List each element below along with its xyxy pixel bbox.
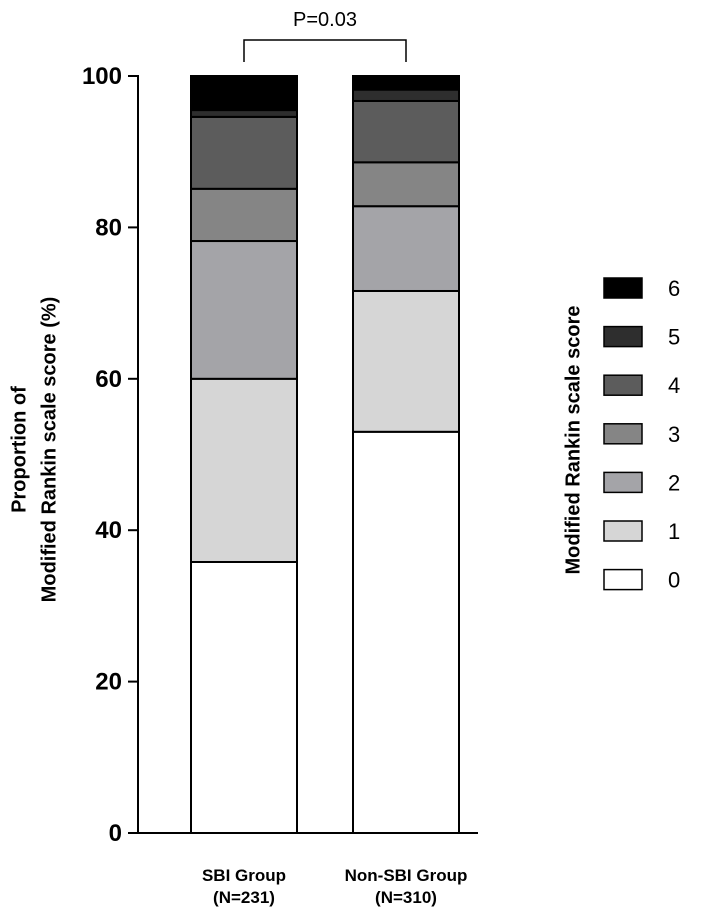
legend-label: 1 xyxy=(668,519,680,544)
legend-swatch xyxy=(603,325,643,348)
bar-segment-1 xyxy=(352,289,460,433)
legend-label: 5 xyxy=(668,325,680,350)
y-tick-label: 80 xyxy=(95,214,122,241)
legend-label: 2 xyxy=(668,470,680,495)
y-axis-title: Modified Rankin scale score (%) xyxy=(38,297,60,603)
x-axis-labels: SBI Group (N=231) Non-SBI Group (N=310) xyxy=(202,866,467,907)
x-category-label: Non-SBI Group xyxy=(345,866,468,885)
y-axis-title: Proportion of xyxy=(8,386,30,513)
bar-segment-5 xyxy=(190,109,298,118)
legend: Modified Rankin scale score 6 5 4 3 2 1 0 xyxy=(562,276,680,593)
y-tick-label: 40 xyxy=(95,517,122,544)
bar-segment-3 xyxy=(190,187,298,243)
x-category-label: (N=231) xyxy=(213,888,275,907)
y-tick-label: 0 xyxy=(109,820,122,847)
y-tick-label: 60 xyxy=(95,366,122,393)
y-tick-label: 20 xyxy=(95,669,122,696)
legend-swatch xyxy=(603,423,643,445)
legend-swatch xyxy=(603,568,643,591)
legend-item-2: 2 xyxy=(603,470,680,495)
legend-swatch xyxy=(603,471,643,494)
bar-segment-3 xyxy=(352,161,460,208)
legend-item-4: 4 xyxy=(603,373,680,398)
bar-segment-5 xyxy=(352,88,460,102)
bar-segment-4 xyxy=(190,115,298,190)
legend-item-3: 3 xyxy=(603,422,680,447)
x-category-label: SBI Group xyxy=(202,866,286,885)
legend-label: 0 xyxy=(668,568,680,593)
legend-swatch xyxy=(603,374,643,396)
legend-item-0: 0 xyxy=(603,568,680,593)
p-value-label: P=0.03 xyxy=(293,9,357,31)
y-axis-label: Proportion of Modified Rankin scale score… xyxy=(8,297,60,603)
significance-annotation: P=0.03 xyxy=(243,9,407,62)
bar-segment-2 xyxy=(352,205,460,292)
legend-item-1: 1 xyxy=(603,519,680,544)
bar-segment-4 xyxy=(352,99,460,164)
bar-segment-6 xyxy=(190,75,298,112)
legend-item-5: 5 xyxy=(603,325,680,350)
bar-segment-6 xyxy=(352,75,460,91)
legend-title: Modified Rankin scale score xyxy=(562,306,584,575)
bars xyxy=(190,75,460,835)
legend-label: 3 xyxy=(668,422,680,447)
bar-group xyxy=(352,75,460,834)
legend-label: 6 xyxy=(668,276,680,301)
legend-item-6: 6 xyxy=(603,276,680,301)
legend-swatch xyxy=(603,277,643,299)
bar-segment-1 xyxy=(190,377,298,563)
legend-swatch xyxy=(603,520,643,542)
x-category-label: (N=310) xyxy=(375,888,437,907)
y-tick-label: 100 xyxy=(82,63,122,90)
significance-bracket xyxy=(243,39,407,62)
bar-segment-2 xyxy=(190,240,298,380)
bar-segment-0 xyxy=(190,560,298,835)
legend-label: 4 xyxy=(668,373,680,398)
bar-segment-0 xyxy=(352,430,460,834)
bar-group xyxy=(190,75,298,835)
